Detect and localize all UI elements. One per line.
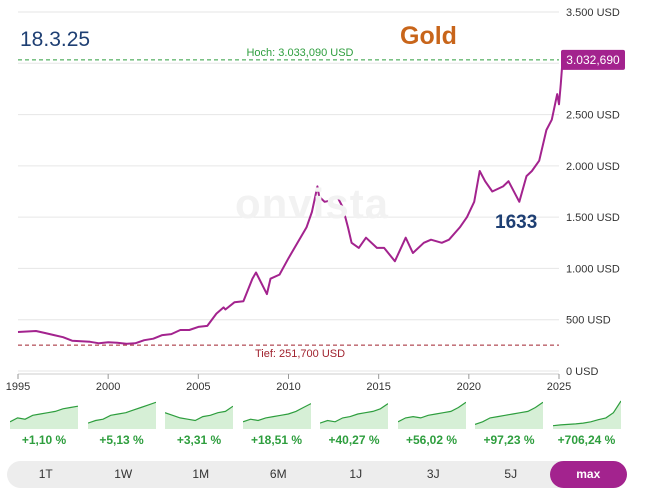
y-tick-label: 3.500 USD <box>566 7 620 19</box>
y-tick-label: 0 USD <box>566 366 598 378</box>
performance-item-3j: +56,02 % <box>397 397 466 449</box>
sparkline <box>397 401 466 429</box>
performance-item-1j: +40,27 % <box>320 397 388 449</box>
sparkline <box>242 403 311 429</box>
chart-annotation: 1633 <box>495 212 538 233</box>
sparkline-area <box>87 402 156 429</box>
y-tick-label: 1.500 USD <box>566 212 620 224</box>
last-value-badge <box>561 49 625 70</box>
sparkline <box>475 401 543 429</box>
performance-value: +56,02 % <box>405 433 458 447</box>
sparkline-line <box>397 401 466 423</box>
sparkline <box>10 405 78 429</box>
performance-item-6m: +18,51 % <box>242 397 311 449</box>
timeframe-tabs: 1T 1W 1M 6M 1J 3J 5J max <box>7 461 627 488</box>
sparkline <box>165 405 233 429</box>
price-chart: Hoch: 3.033,090 USD Tief: 251,700 USD 0 U… <box>6 7 625 393</box>
x-tick-label: 2000 <box>96 381 120 393</box>
performance-value: +3,31 % <box>176 433 222 447</box>
sparkline-line <box>475 401 543 425</box>
series-line <box>17 59 564 345</box>
tab-1m[interactable]: 1M <box>192 467 210 481</box>
sparkline-line <box>10 405 78 423</box>
y-tick-label: 2.500 USD <box>566 110 620 122</box>
x-tick-label: 2005 <box>186 381 210 393</box>
sparkline-area <box>320 403 388 429</box>
low-label: Tief: 251,700 USD <box>255 348 345 360</box>
performance-value: +1,10 % <box>21 433 67 447</box>
watermark: onvista <box>235 180 390 227</box>
series-layer <box>17 59 564 345</box>
y-tick-label: 1.000 USD <box>566 263 620 275</box>
sparkline-line <box>87 401 156 424</box>
sparkline <box>87 401 156 429</box>
performance-value: +40,27 % <box>328 433 380 447</box>
sparkline-line <box>165 405 233 422</box>
performance-value: +706,24 % <box>557 433 616 447</box>
performance-item-max: +706,24 % <box>552 397 621 449</box>
last-value-label: 3.032,690 <box>566 53 620 67</box>
sparkline-line <box>552 400 621 427</box>
performance-item-1m: +3,31 % <box>165 397 233 449</box>
y-tick-label: 2.000 USD <box>566 161 620 173</box>
chart-date: 18.3.25 <box>20 28 91 51</box>
performance-value: +18,51 % <box>250 433 303 447</box>
grid-layer <box>18 11 559 372</box>
performance-item-1w: +5,13 % <box>87 397 156 449</box>
sparkline-area <box>552 401 621 429</box>
high-label: Hoch: 3.033,090 USD <box>246 47 353 59</box>
sparkline-area <box>397 402 466 429</box>
sparkline <box>552 400 621 429</box>
x-tick-label: 2015 <box>366 381 390 393</box>
performance-value: +5,13 % <box>99 433 144 447</box>
performance-row: +1,10 % +5,13 % +3,31 % +18,51 % +40,27 % +56… <box>10 397 628 449</box>
sparkline-line <box>320 403 388 424</box>
x-tick-label: 2025 <box>547 381 571 393</box>
sparkline <box>320 403 388 429</box>
tab-1t[interactable]: 1T <box>38 467 53 481</box>
tab-1j[interactable]: 1J <box>349 467 363 481</box>
sparkline-area <box>10 406 78 429</box>
tab-5j[interactable]: 5J <box>504 467 518 481</box>
chart-title: Gold <box>400 22 457 50</box>
x-tick-label: 1995 <box>6 381 30 393</box>
tab-max[interactable]: max <box>549 461 627 488</box>
axis-layer: 0 USD 500 USD 1.000 USD 1.500 USD 2.000 USD 2… <box>6 7 625 393</box>
sparkline-area <box>475 402 543 429</box>
performance-item-1t: +1,10 % <box>10 397 78 449</box>
sparkline-line <box>242 403 311 423</box>
tab-1w[interactable]: 1W <box>114 467 133 481</box>
performance-value: +97,23 % <box>483 433 535 447</box>
tab-3j[interactable]: 3J <box>426 467 440 481</box>
y-tick-label: 500 USD <box>566 315 611 327</box>
x-tick-label: 2020 <box>457 381 481 393</box>
x-tick-label: 2010 <box>276 381 300 393</box>
sparkline-area <box>165 406 233 429</box>
reference-lines: Hoch: 3.033,090 USD Tief: 251,700 USD <box>18 47 559 360</box>
tab-6m[interactable]: 6M <box>269 467 287 481</box>
performance-item-5j: +97,23 % <box>475 397 543 449</box>
